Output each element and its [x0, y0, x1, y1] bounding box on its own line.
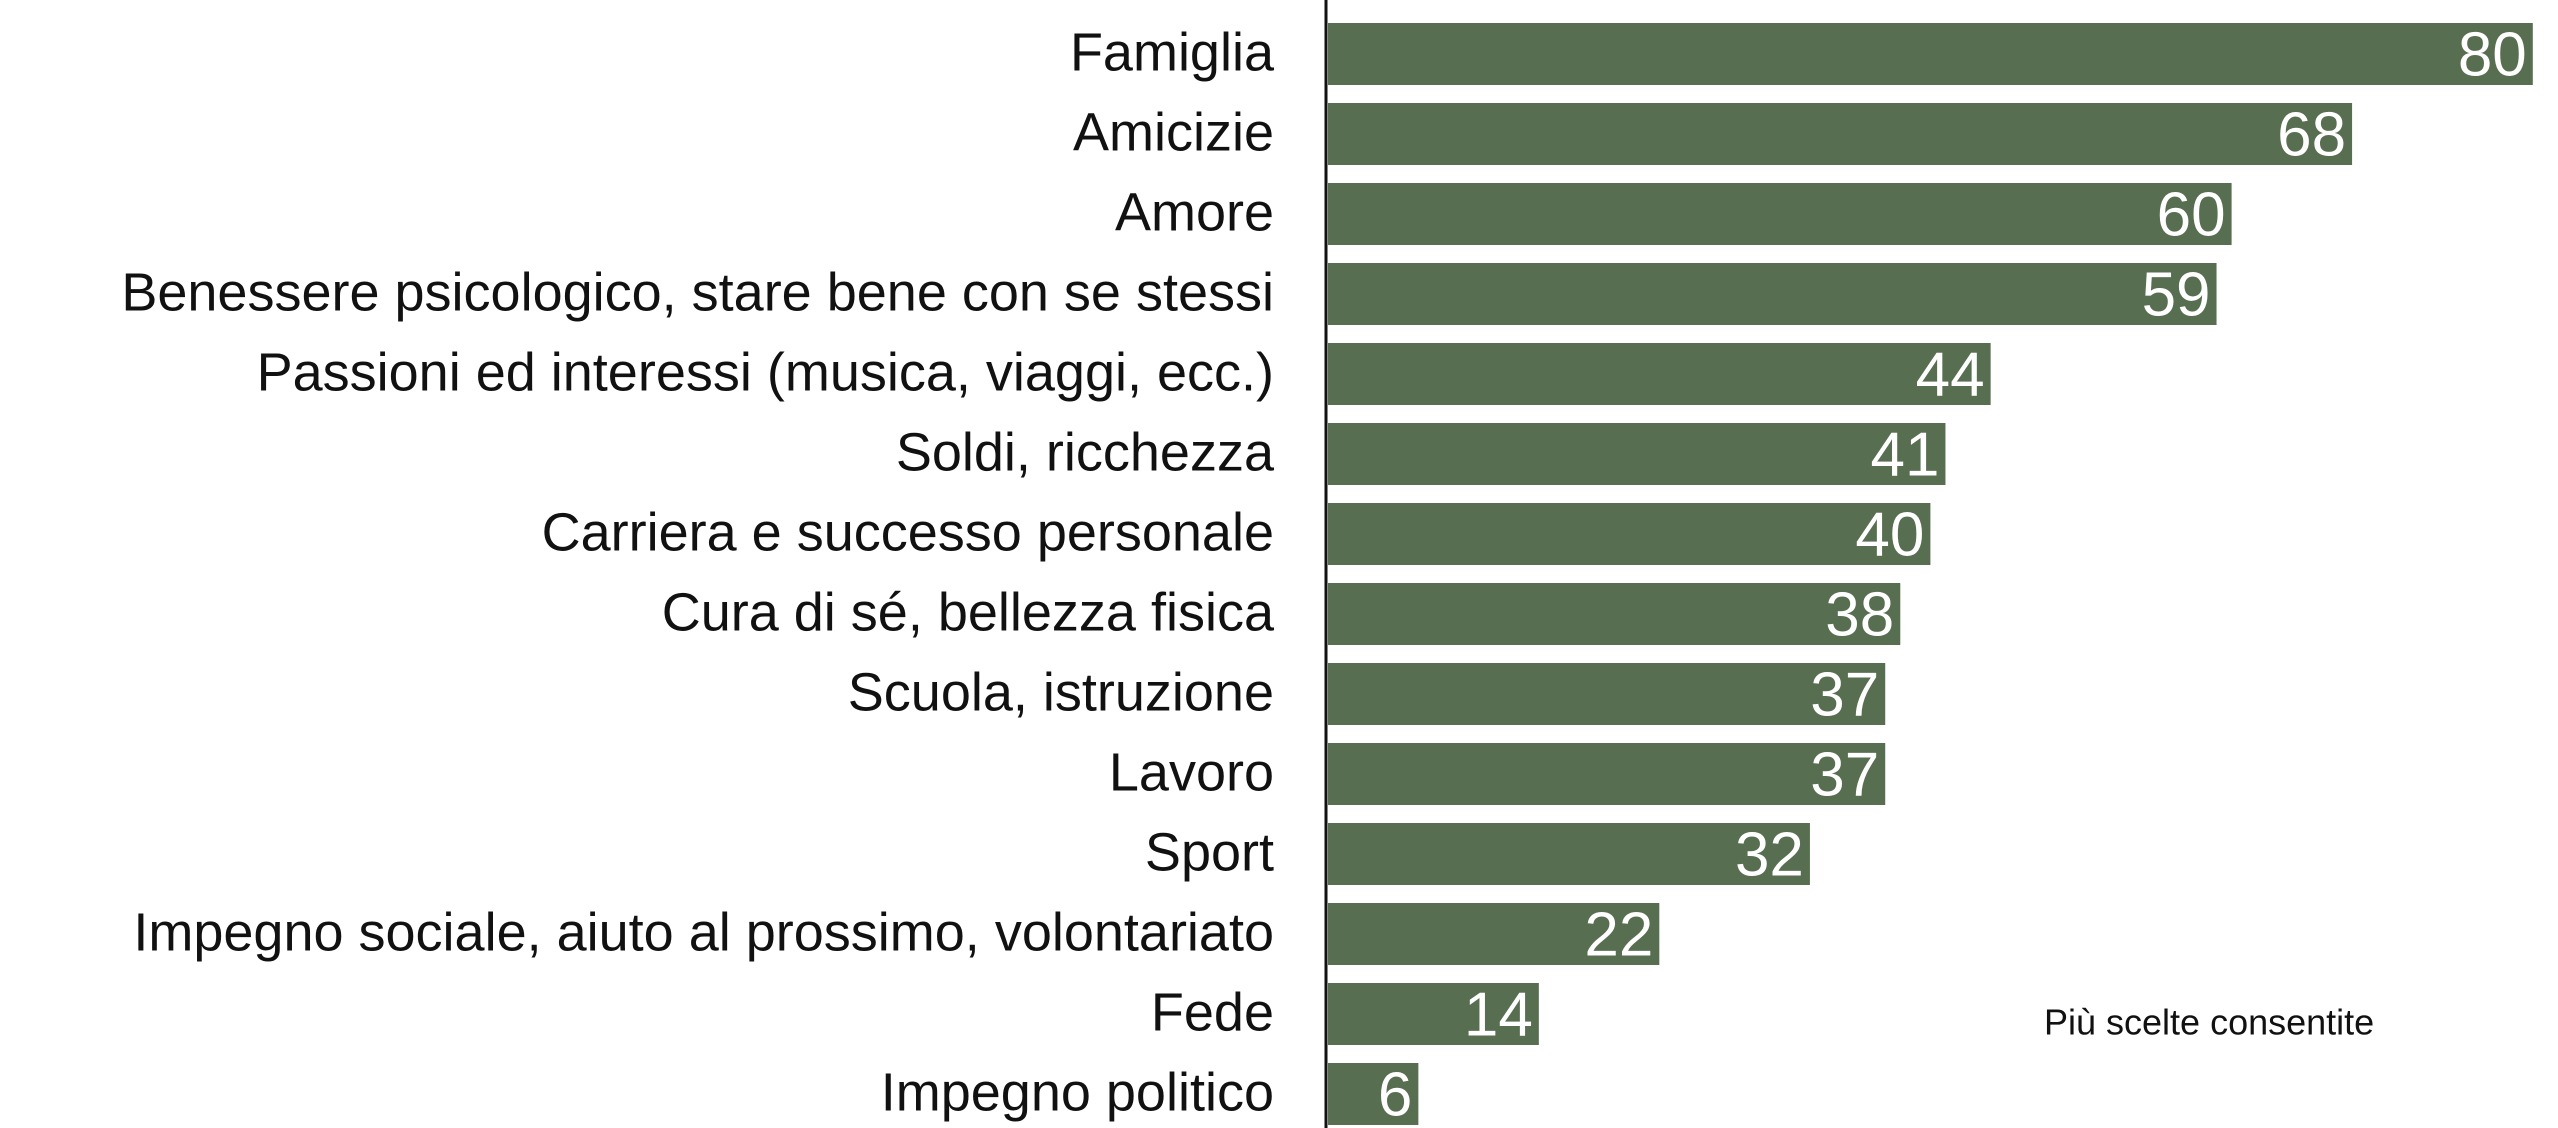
category-label: Passioni ed interessi (musica, viaggi, e…	[257, 342, 1274, 402]
category-label: Scuola, istruzione	[848, 662, 1274, 722]
value-label: 80	[2458, 20, 2527, 89]
bar	[1328, 823, 1810, 885]
value-label: 68	[2277, 100, 2346, 169]
bar	[1328, 903, 1660, 965]
bar	[1328, 583, 1901, 645]
value-label: 44	[1916, 340, 1985, 409]
category-label: Amicizie	[1073, 102, 1274, 162]
category-label: Cura di sé, bellezza fisica	[662, 582, 1275, 642]
category-label: Famiglia	[1070, 22, 1275, 82]
category-label: Benessere psicologico, stare bene con se…	[121, 262, 1274, 322]
value-label: 40	[1855, 500, 1924, 569]
value-label: 41	[1870, 420, 1939, 489]
bar	[1328, 983, 1539, 1045]
value-label: 59	[2142, 260, 2211, 329]
bar	[1328, 503, 1931, 565]
category-label: Carriera e successo personale	[542, 502, 1274, 562]
value-label: 60	[2157, 180, 2226, 249]
category-label: Sport	[1145, 822, 1274, 882]
value-label: 37	[1810, 740, 1879, 809]
category-label: Impegno sociale, aiuto al prossimo, volo…	[133, 902, 1274, 962]
bar	[1328, 423, 1946, 485]
value-label: 32	[1735, 820, 1804, 889]
annotation: Più scelte consentite	[2044, 1002, 2374, 1043]
category-label: Amore	[1115, 182, 1274, 242]
category-label: Lavoro	[1109, 742, 1274, 802]
value-label: 22	[1584, 900, 1653, 969]
category-label: Soldi, ricchezza	[896, 422, 1275, 482]
bar	[1328, 663, 1886, 725]
bar	[1328, 103, 2353, 165]
bar	[1328, 23, 2533, 85]
bar	[1328, 183, 2232, 245]
category-label: Fede	[1151, 982, 1274, 1042]
value-label: 14	[1464, 980, 1533, 1049]
value-label: 6	[1378, 1060, 1412, 1128]
bar	[1328, 743, 1886, 805]
bar	[1328, 1063, 1419, 1125]
bar	[1328, 263, 2217, 325]
value-label: 38	[1825, 580, 1894, 649]
value-label: 37	[1810, 660, 1879, 729]
category-label: Impegno politico	[881, 1062, 1274, 1122]
bar	[1328, 343, 1991, 405]
